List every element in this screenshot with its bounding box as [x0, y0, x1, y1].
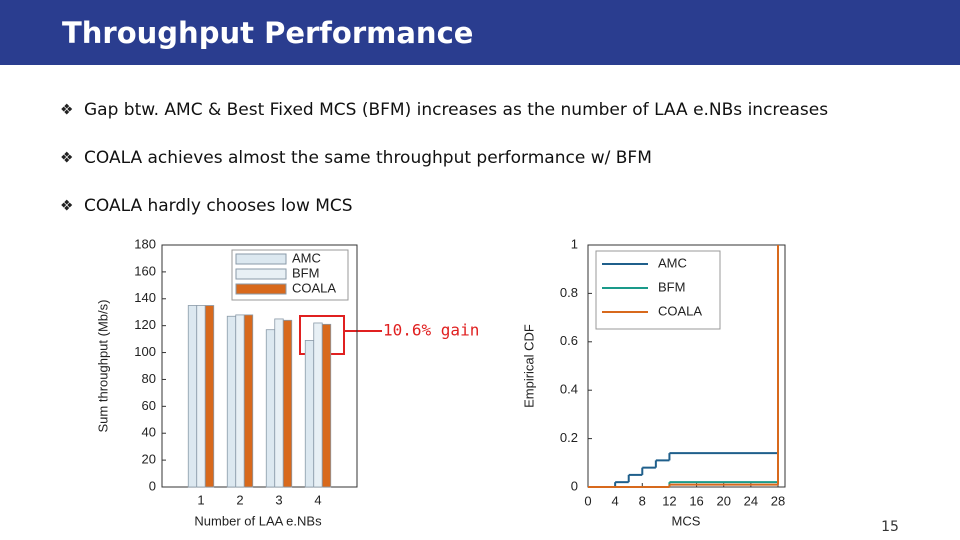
legend-label: BFM — [292, 265, 319, 280]
x-tick-label: 20 — [716, 493, 730, 508]
y-tick-label: 60 — [142, 398, 156, 413]
bar — [226, 315, 237, 488]
x-tick-label: 16 — [689, 493, 703, 508]
bar — [274, 318, 284, 488]
bar — [196, 305, 206, 488]
y-tick-label: 0 — [149, 478, 156, 493]
y-tick-label: 40 — [142, 425, 156, 440]
bar — [187, 305, 198, 488]
bullet: COALA achieves almost the same throughpu… — [84, 148, 652, 168]
bar — [235, 314, 245, 488]
y-tick-label: 0 — [571, 478, 578, 493]
bar — [282, 319, 293, 488]
y-tick-label: 0.2 — [560, 430, 578, 445]
y-tick-label: 80 — [142, 371, 156, 386]
x-tick-label: 4 — [612, 493, 619, 508]
y-tick-label: 120 — [134, 317, 156, 332]
x-tick-label: 4 — [314, 492, 321, 507]
legend-label: COALA — [292, 280, 336, 295]
x-tick-label: 3 — [275, 492, 282, 507]
page-number: 15 — [881, 519, 899, 535]
x-tick-label: 24 — [744, 493, 758, 508]
bullet: Gap btw. AMC & Best Fixed MCS (BFM) incr… — [84, 100, 828, 120]
bullet-icon: ❖ — [60, 101, 73, 119]
bar — [204, 305, 215, 488]
bullet-icon: ❖ — [60, 197, 73, 215]
x-tick-label: 28 — [771, 493, 785, 508]
legend-swatch — [235, 283, 287, 295]
y-tick-label: 180 — [134, 236, 156, 251]
legend-label: AMC — [658, 255, 687, 270]
plot-frame — [161, 244, 358, 488]
bullet-icon: ❖ — [60, 149, 73, 167]
y-tick-label: 1 — [571, 236, 578, 251]
bar — [321, 323, 332, 488]
bar — [243, 314, 254, 488]
y-axis-label: Empirical CDF — [521, 324, 536, 408]
y-axis-label: Sum throughput (Mb/s) — [95, 300, 110, 433]
bullet: COALA hardly chooses low MCS — [84, 196, 353, 216]
header-bar — [0, 0, 960, 65]
y-tick-label: 100 — [134, 344, 156, 359]
legend-swatch — [235, 253, 287, 265]
x-tick-label: 12 — [662, 493, 676, 508]
legend-label: COALA — [658, 303, 702, 318]
y-tick-label: 20 — [142, 452, 156, 467]
y-tick-label: 0.6 — [560, 333, 578, 348]
bar — [304, 340, 315, 488]
x-tick-label: 1 — [197, 492, 204, 507]
y-tick-label: 0.4 — [560, 382, 578, 397]
legend-label: AMC — [292, 250, 321, 265]
x-axis-label: Number of LAA e.NBs — [194, 513, 322, 528]
legend-swatch — [235, 268, 287, 280]
x-tick-label: 0 — [584, 493, 591, 508]
y-tick-label: 160 — [134, 263, 156, 278]
x-axis-label: MCS — [672, 513, 701, 528]
bar — [313, 322, 323, 488]
legend-label: BFM — [658, 279, 685, 294]
plot-frame — [587, 244, 786, 488]
x-tick-label: 8 — [639, 493, 646, 508]
x-tick-label: 2 — [236, 492, 243, 507]
bar — [265, 329, 276, 488]
slide-title: Throughput Performance — [62, 16, 473, 50]
y-tick-label: 140 — [134, 290, 156, 305]
annotation: 10.6% gain — [383, 321, 479, 340]
y-tick-label: 0.8 — [560, 285, 578, 300]
